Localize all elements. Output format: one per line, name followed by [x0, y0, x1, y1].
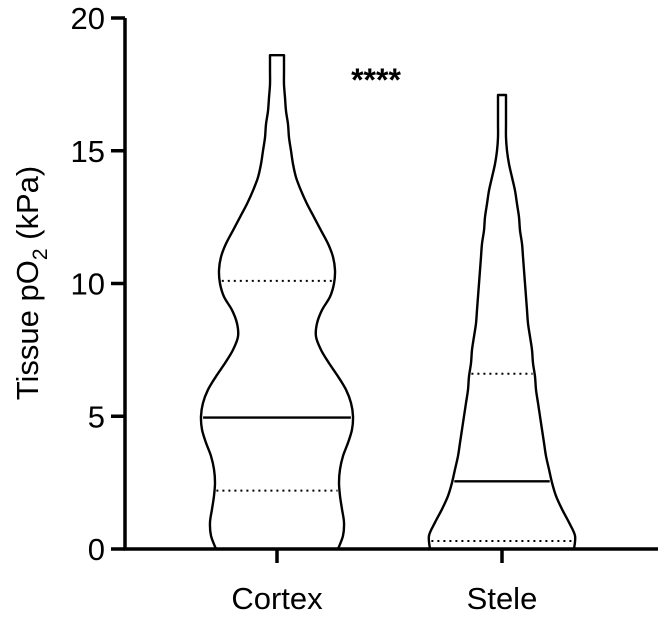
y-axis-label-main: Tissue pO [10, 260, 45, 400]
y-tick-label-0: 0 [88, 532, 105, 567]
y-axis-label-unit: (kPa) [10, 166, 45, 249]
y-tick-label-10: 10 [71, 267, 105, 302]
plot-area: 0 5 10 15 20 Cortex Stele [71, 1, 658, 616]
violin-cortex [199, 53, 355, 551]
significance-annotation: **** [351, 62, 401, 98]
y-axis-label: Tissue pO2 (kPa) [10, 166, 52, 401]
y-tick-label-5: 5 [88, 399, 105, 434]
y-axis-label-subscript: 2 [29, 248, 52, 260]
y-tick-label-15: 15 [71, 134, 105, 169]
violin-stele [427, 93, 577, 551]
x-tick-label-cortex: Cortex [231, 581, 323, 616]
x-tick-label-stele: Stele [467, 581, 538, 616]
y-tick-label-20: 20 [71, 1, 105, 36]
